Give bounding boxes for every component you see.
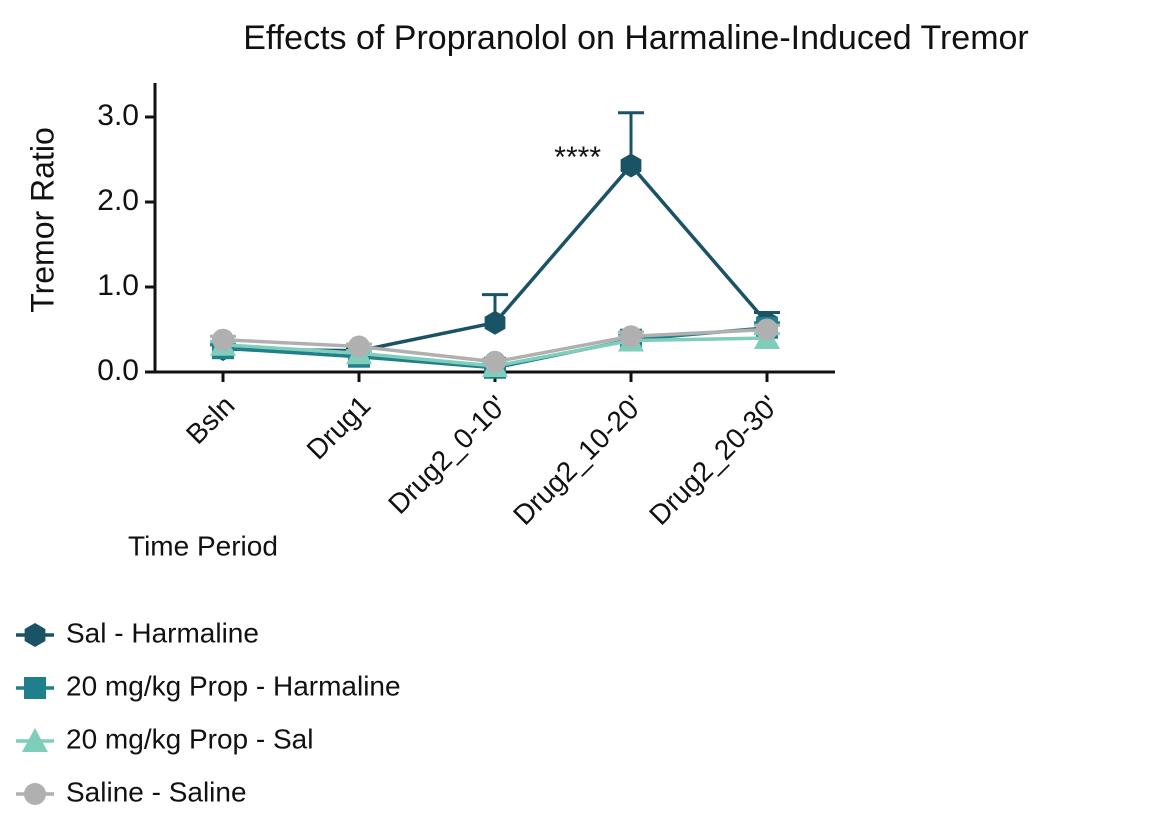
annotation: **** — [554, 141, 601, 174]
x-axis-title: Time Period — [128, 530, 278, 561]
legend-label: Saline - Saline — [66, 776, 247, 807]
chart-title: Effects of Propranolol on Harmaline-Indu… — [243, 19, 1029, 57]
point — [484, 350, 506, 373]
legend-label: 20 mg/kg Prop - Harmaline — [66, 670, 401, 701]
x-tick-label: Drug1 — [301, 390, 377, 466]
x-tick-label: Drug2_0-10' — [382, 390, 512, 520]
point — [620, 325, 642, 348]
x-tick-label: Drug2_20-30' — [643, 390, 784, 531]
x-tick-label: Bsln — [180, 390, 240, 450]
x-tick-label: Drug2_10-20' — [507, 390, 648, 531]
legend-marker — [24, 677, 46, 699]
legend-label: 20 mg/kg Prop - Sal — [66, 723, 313, 754]
y-tick-label: 0.0 — [97, 354, 139, 387]
y-axis-title: Tremor Ratio — [24, 127, 60, 313]
legend-marker — [22, 728, 48, 752]
legend-marker — [24, 623, 46, 647]
legend-marker — [24, 783, 46, 805]
point — [484, 310, 506, 335]
y-tick-label: 3.0 — [97, 99, 139, 132]
point — [348, 335, 370, 358]
y-tick-label: 2.0 — [97, 184, 139, 217]
legend-label: Sal - Harmaline — [66, 617, 259, 648]
point — [756, 318, 778, 341]
point — [620, 153, 642, 178]
point — [212, 328, 234, 351]
y-tick-label: 1.0 — [97, 269, 139, 302]
